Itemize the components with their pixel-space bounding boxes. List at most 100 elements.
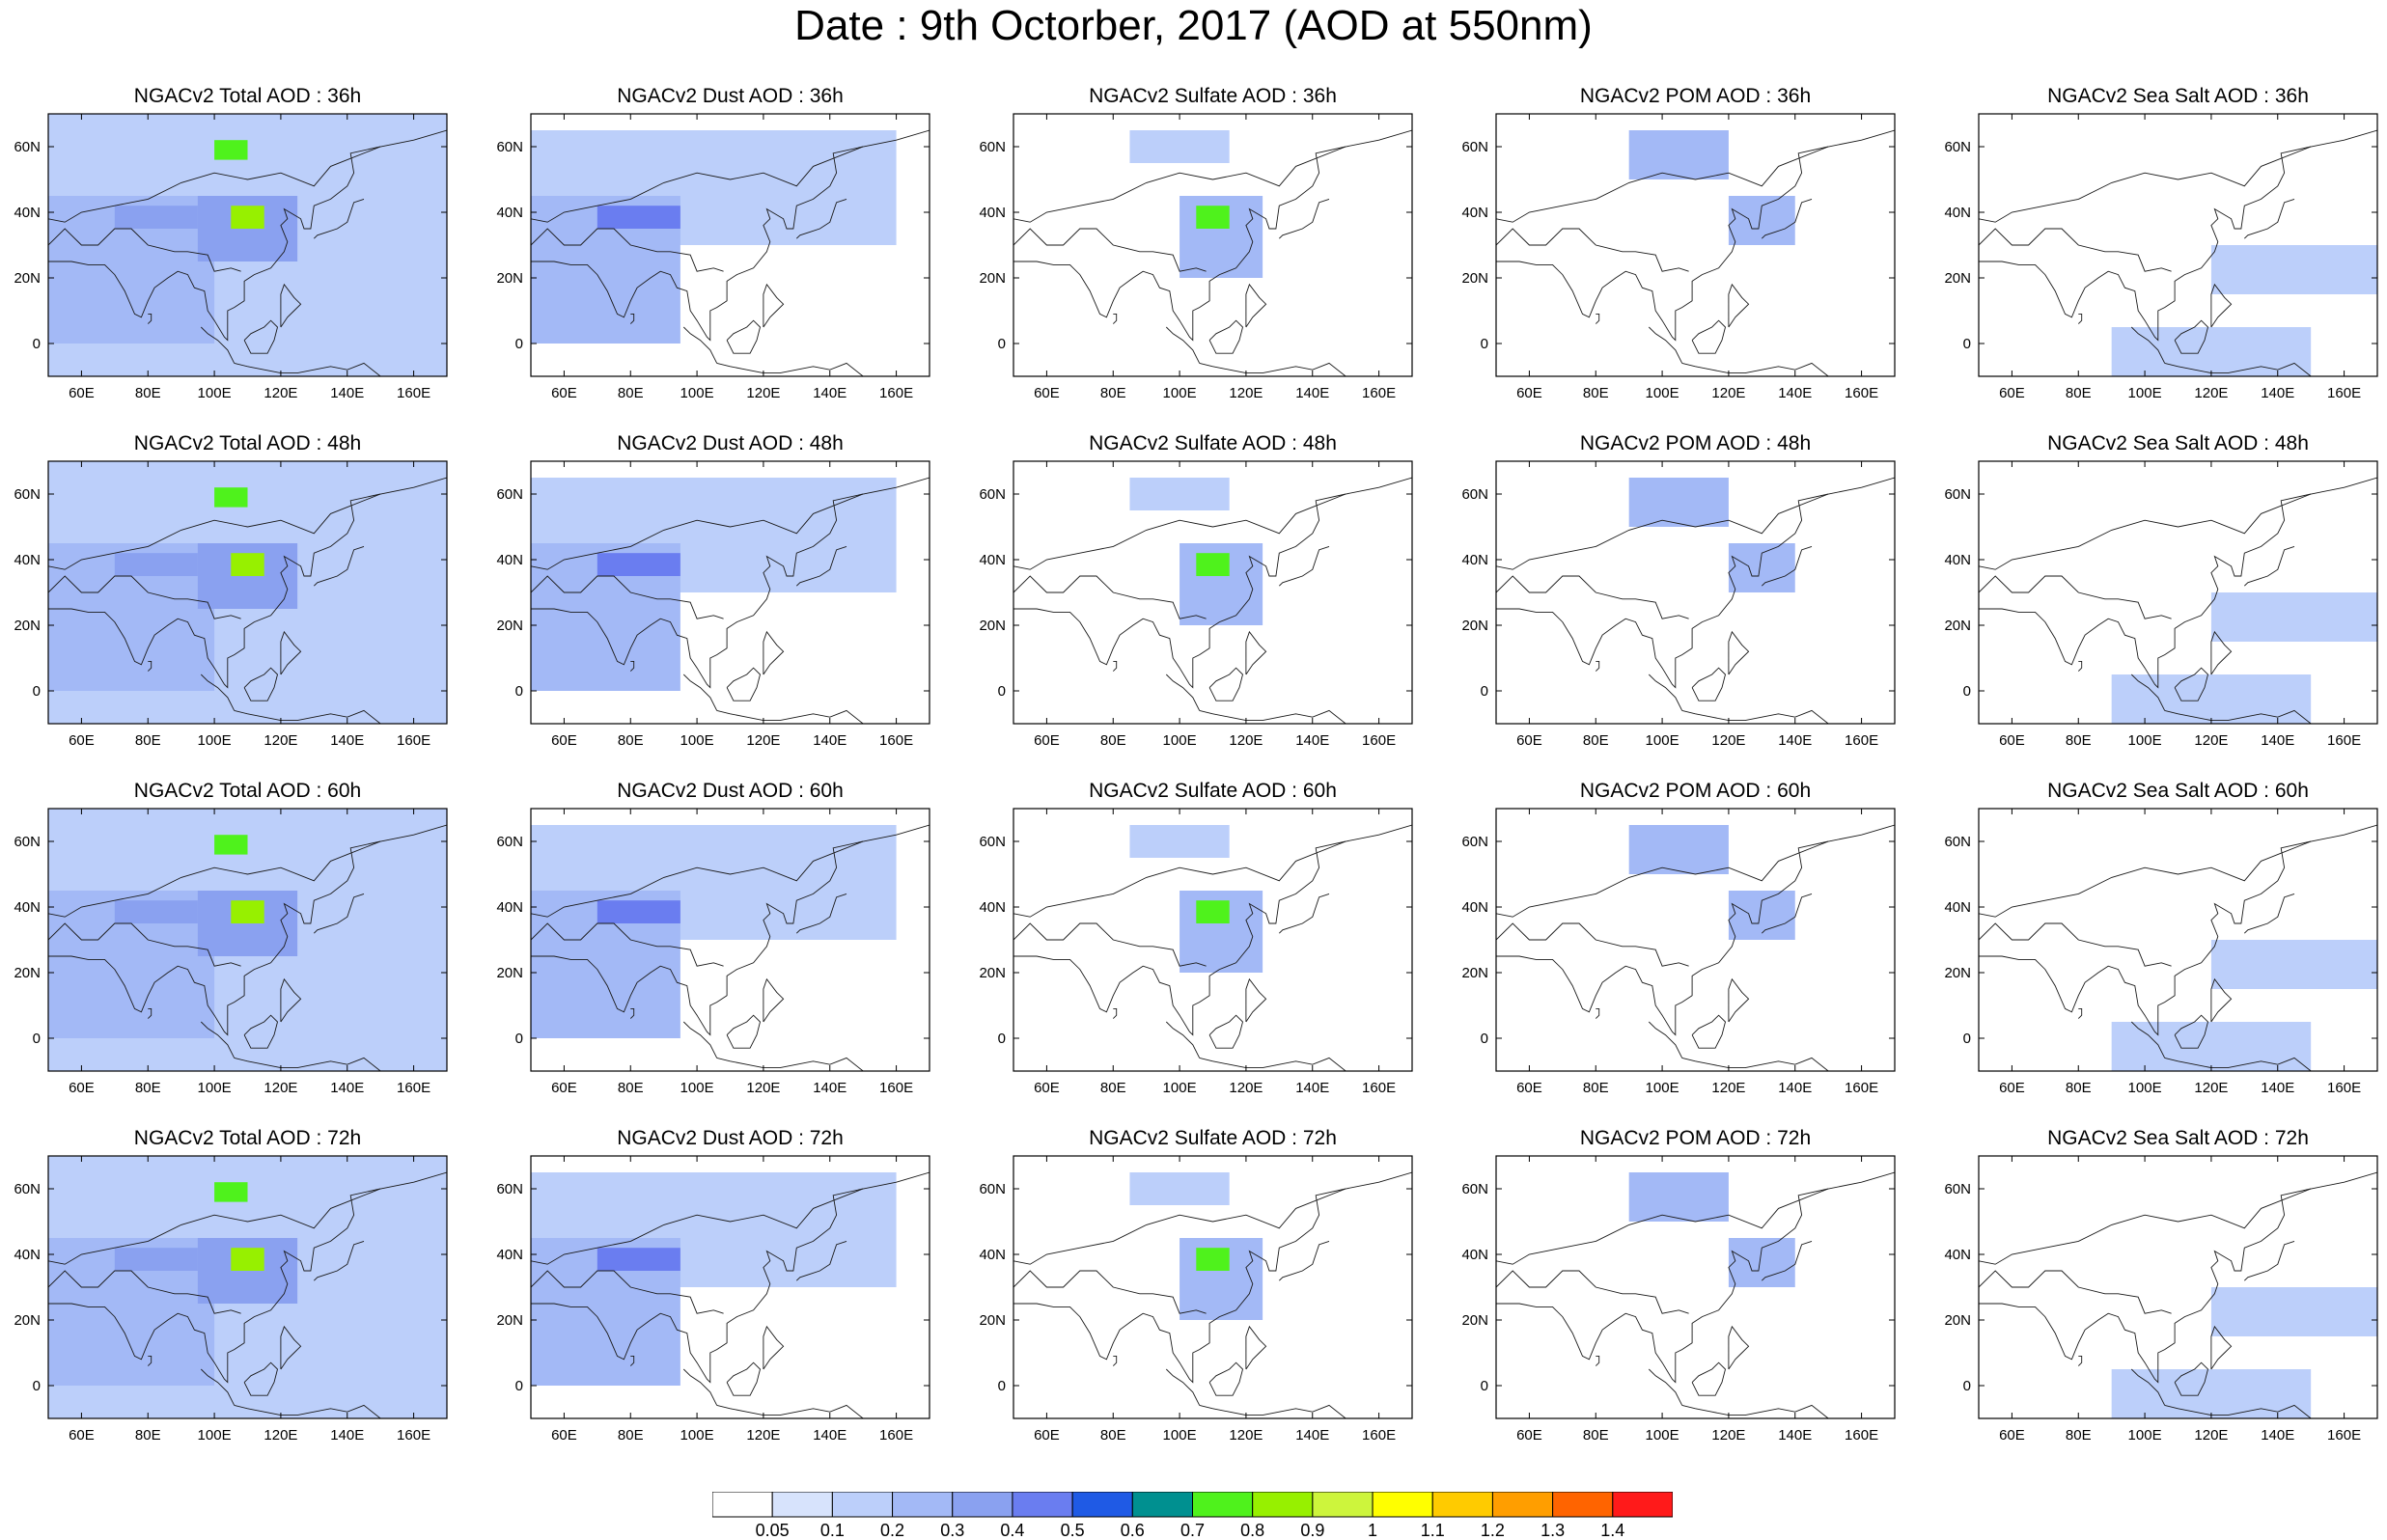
- coastline: [313, 198, 365, 239]
- x-tick-label: 80E: [1100, 1080, 1126, 1096]
- y-tick-label: 60N: [496, 486, 523, 503]
- coastline: [1496, 1188, 1829, 1384]
- coastline: [1112, 1007, 1118, 1019]
- y-tick-label: 0: [515, 1378, 523, 1394]
- y-tick-label: 40N: [979, 1247, 1006, 1263]
- plot-frame: [47, 460, 448, 725]
- colorbar-label: 0.4: [1000, 1521, 1024, 1540]
- x-tick-label: 80E: [135, 1427, 161, 1444]
- x-tick-label: 160E: [879, 1080, 913, 1096]
- coastline: [1691, 667, 1727, 701]
- aod-field-cell: [114, 206, 198, 229]
- x-tick-label: 120E: [1229, 385, 1263, 401]
- x-tick-label: 100E: [1646, 385, 1679, 401]
- colorbar-box: [1071, 1492, 1133, 1518]
- panel-seasalt-36h: NGACv2 Sea Salt AOD : 36h 60E 80E 100E 120E 1…: [1930, 85, 2387, 432]
- panel-dust-60h: NGACv2 Dust AOD : 60h 60E 80E 100E 120E 140E 1…: [483, 780, 965, 1127]
- x-tick-label: 60E: [69, 1080, 95, 1096]
- coastline: [48, 824, 447, 918]
- x-tick-label: 60E: [1516, 385, 1542, 401]
- x-tick-label: 100E: [1163, 732, 1197, 749]
- aod-field-cell: [1728, 891, 1795, 940]
- y-tick-label: 40N: [14, 552, 41, 568]
- aod-field-cell: [597, 206, 680, 229]
- x-tick-label: 140E: [1778, 1427, 1812, 1444]
- x-tick-label: 80E: [2066, 1427, 2092, 1444]
- y-tick-label: 0: [998, 1031, 1006, 1047]
- x-tick-label: 60E: [69, 385, 95, 401]
- panel-title: NGACv2 Sulfate AOD : 36h: [1089, 85, 1337, 107]
- x-tick-label: 100E: [680, 1427, 714, 1444]
- y-tick-label: 60N: [14, 486, 41, 503]
- x-tick-label: 80E: [1583, 385, 1609, 401]
- coastline: [716, 709, 763, 722]
- x-tick-label: 160E: [397, 732, 430, 749]
- colorbar-label: 0.3: [940, 1521, 964, 1540]
- plot-frame: [1978, 1155, 2378, 1419]
- coastline: [1245, 1404, 1346, 1418]
- panel-title: NGACv2 POM AOD : 48h: [1579, 432, 1812, 454]
- coastline: [1595, 313, 1600, 324]
- y-tick-label: 60N: [1461, 1181, 1488, 1197]
- x-tick-label: 160E: [397, 1080, 430, 1096]
- coastline: [1496, 129, 1895, 223]
- y-tick-label: 60N: [1944, 1181, 1971, 1197]
- colorbar-label: 1.3: [1540, 1521, 1565, 1540]
- coastline: [48, 129, 447, 223]
- coastline: [48, 1188, 381, 1384]
- panel-title: NGACv2 Total AOD : 72h: [133, 1127, 362, 1149]
- coastline: [48, 575, 241, 619]
- coastline: [313, 893, 365, 934]
- coastline: [200, 326, 236, 364]
- coastline: [1013, 575, 1207, 619]
- coastline: [1979, 1171, 2377, 1265]
- y-tick-label: 20N: [1461, 1312, 1488, 1329]
- y-tick-label: 20N: [496, 1312, 523, 1329]
- coastline: [1165, 674, 1201, 711]
- coastline: [1761, 198, 1813, 239]
- colorbar-label: 0.9: [1300, 1521, 1324, 1540]
- x-tick-label: 160E: [1362, 385, 1396, 401]
- x-tick-label: 80E: [618, 1427, 644, 1444]
- y-tick-label: 0: [1963, 1378, 1971, 1394]
- y-tick-label: 20N: [1944, 965, 1971, 981]
- y-tick-label: 20N: [1944, 618, 1971, 634]
- coastline: [1728, 283, 1750, 328]
- x-tick-label: 140E: [1295, 385, 1329, 401]
- y-tick-label: 20N: [1461, 270, 1488, 287]
- coastline: [629, 1355, 635, 1366]
- x-tick-label: 60E: [551, 1427, 577, 1444]
- coastline: [1496, 146, 1829, 342]
- aod-field-cell: [1196, 900, 1230, 923]
- aod-field-cell: [1196, 1248, 1230, 1271]
- coastline: [1278, 1240, 1330, 1281]
- coastline: [1691, 1014, 1727, 1049]
- x-tick-label: 80E: [618, 732, 644, 749]
- aod-field-cell: [2210, 592, 2377, 642]
- aod-field-cell: [2210, 245, 2377, 294]
- coastline: [629, 313, 635, 324]
- coastline: [1648, 674, 1683, 711]
- x-tick-label: 120E: [746, 1427, 780, 1444]
- y-tick-label: 60N: [1461, 486, 1488, 503]
- coastline: [2164, 1404, 2211, 1416]
- coastline: [280, 1404, 381, 1418]
- coastline: [2077, 1355, 2083, 1366]
- colorbar-label: 0.5: [1061, 1521, 1085, 1540]
- coastline: [629, 660, 635, 672]
- colorbar-box: [1491, 1492, 1554, 1518]
- x-tick-label: 140E: [813, 1080, 847, 1096]
- plot-frame: [530, 113, 930, 377]
- coastline: [48, 922, 241, 967]
- coastline: [1013, 922, 1207, 967]
- plot-frame: [1495, 1155, 1896, 1419]
- coastline: [48, 840, 381, 1036]
- x-tick-label: 60E: [69, 1427, 95, 1444]
- plot-frame: [1013, 460, 1413, 725]
- x-tick-label: 140E: [330, 385, 364, 401]
- y-tick-label: 60N: [979, 834, 1006, 850]
- coastline: [1979, 922, 2172, 967]
- panel-title: NGACv2 Dust AOD : 36h: [617, 85, 844, 107]
- aod-field-cell: [1728, 196, 1795, 245]
- x-tick-label: 60E: [1034, 385, 1060, 401]
